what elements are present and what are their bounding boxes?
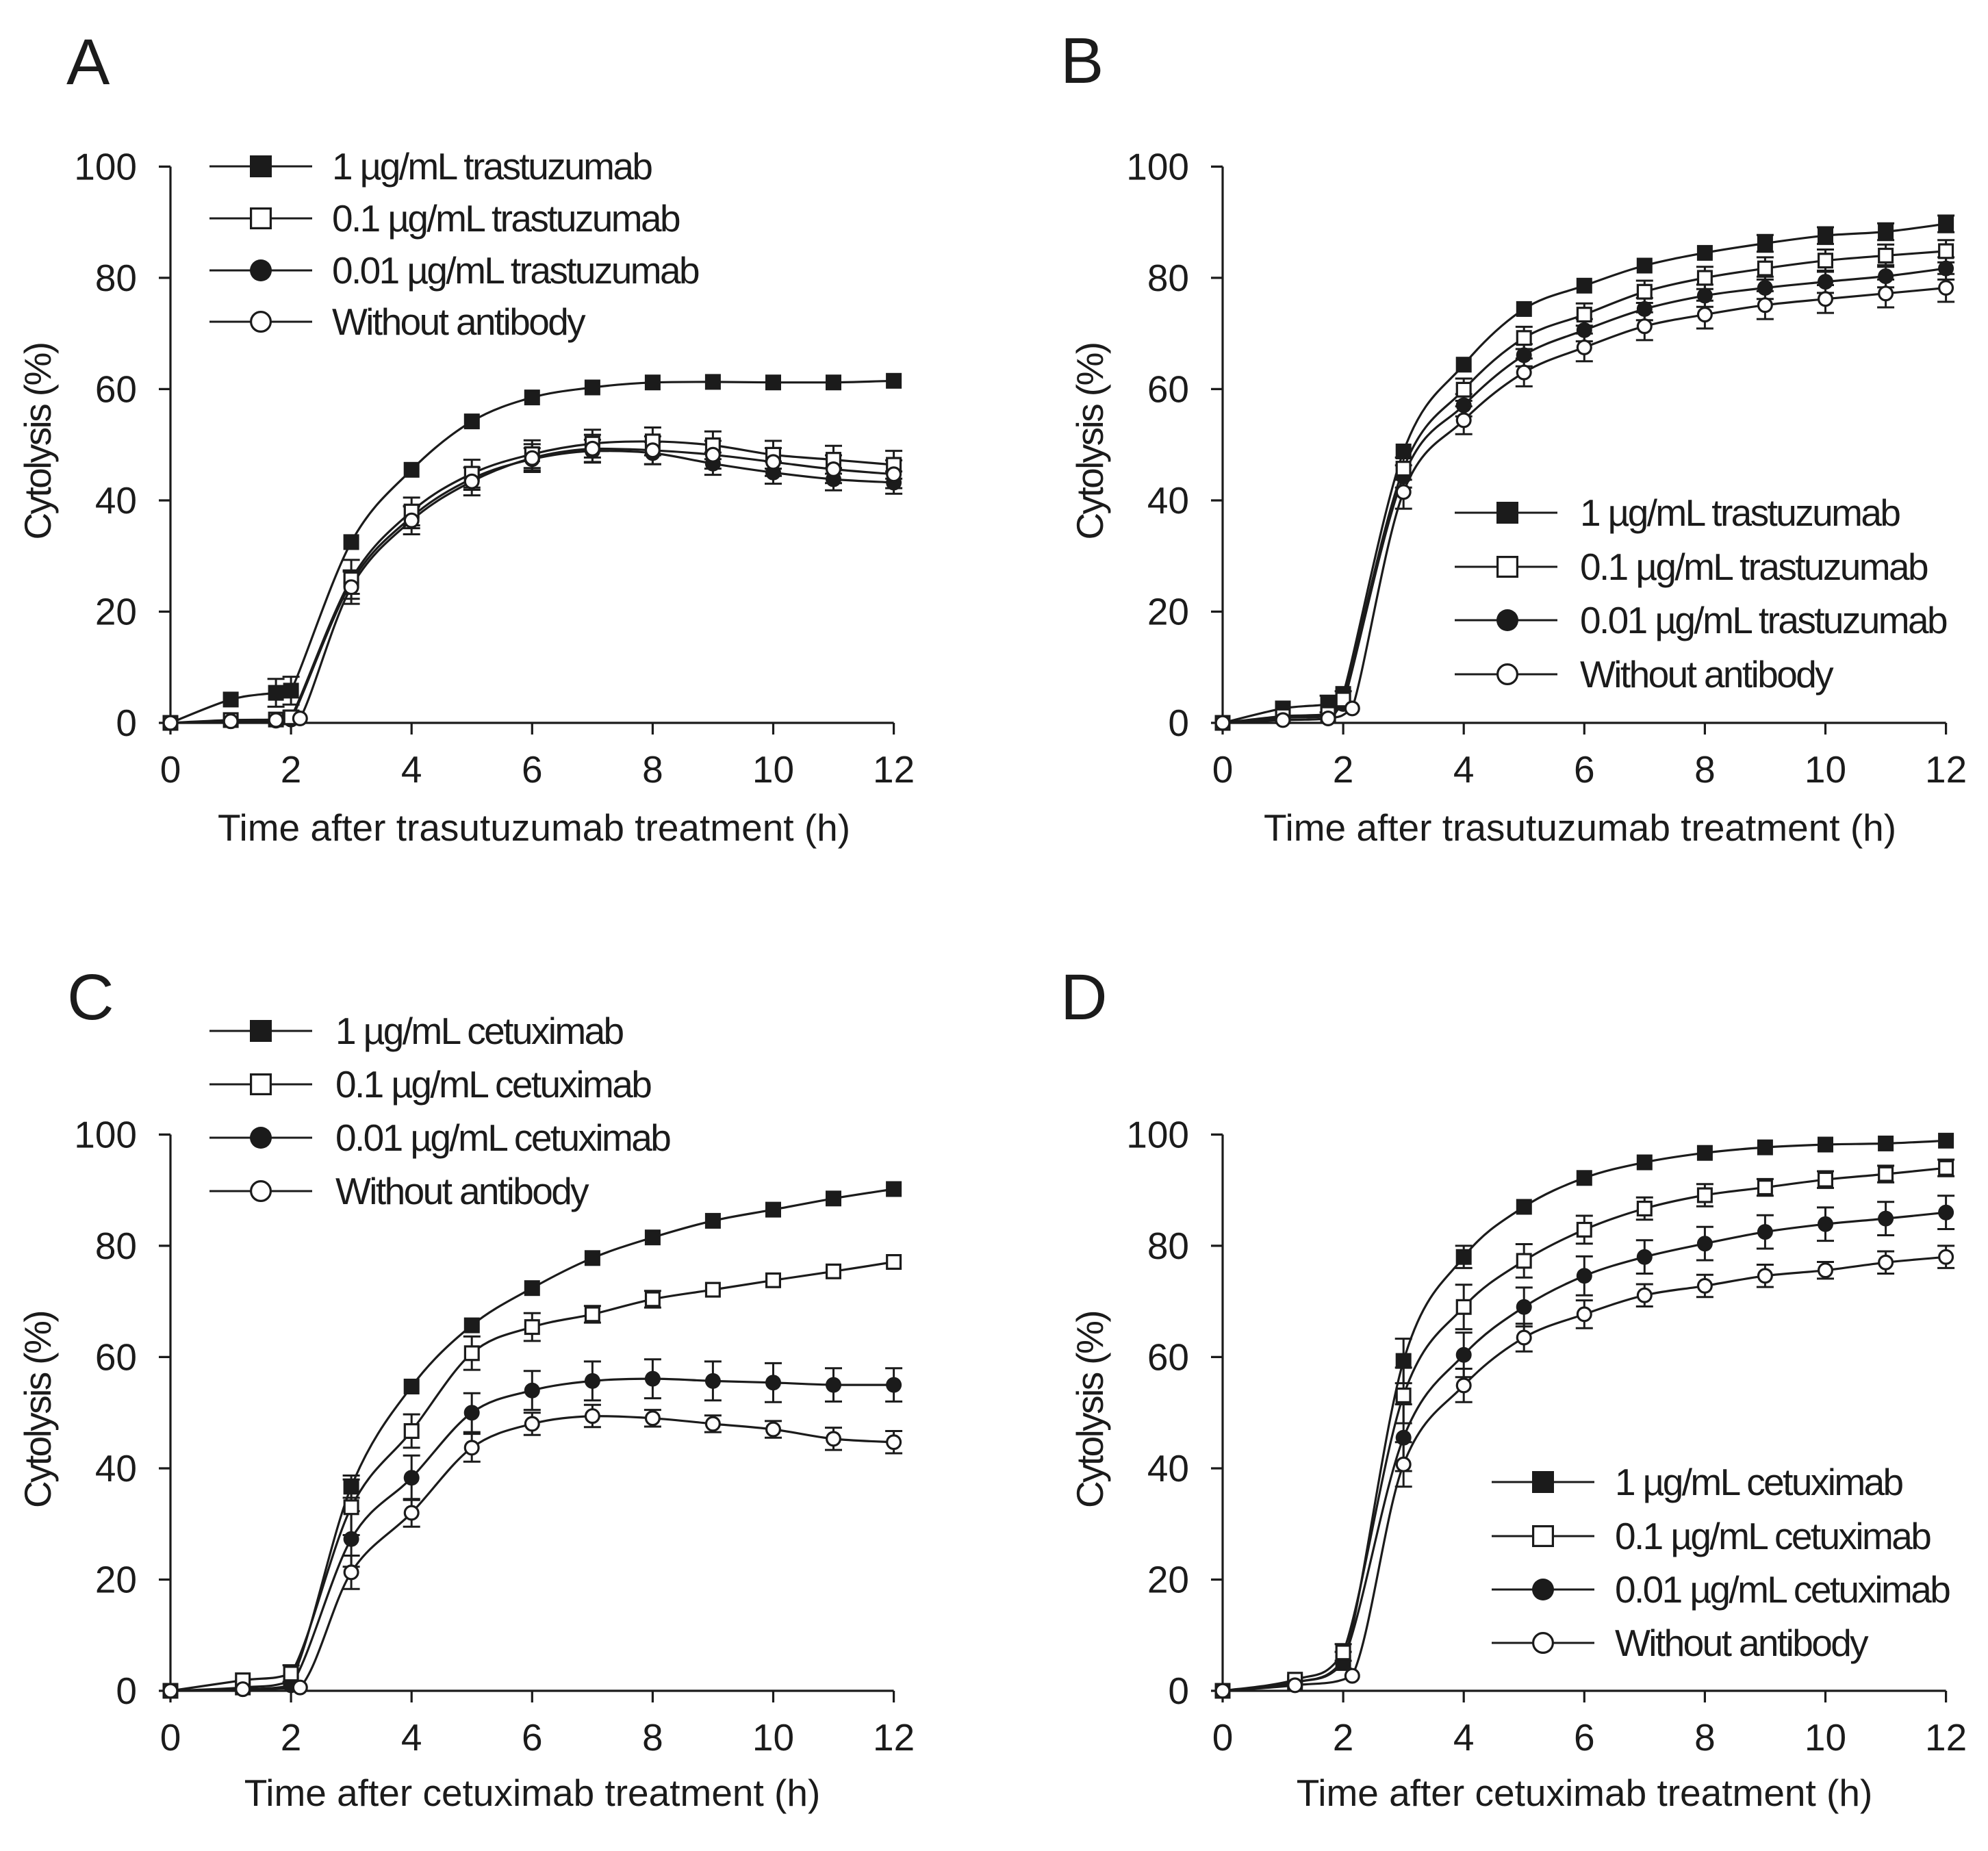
svg-text:0: 0 (1168, 702, 1189, 744)
svg-text:6: 6 (1574, 748, 1595, 791)
svg-text:0.01 µg/mL trastuzumab: 0.01 µg/mL trastuzumab (332, 249, 699, 292)
svg-text:20: 20 (1147, 1559, 1189, 1601)
svg-text:100: 100 (74, 145, 137, 188)
svg-text:80: 80 (1147, 257, 1189, 299)
svg-text:0.1 µg/mL cetuximab: 0.1 µg/mL cetuximab (1615, 1515, 1930, 1557)
svg-text:4: 4 (401, 748, 422, 791)
svg-text:0: 0 (1212, 1716, 1234, 1759)
svg-text:Cytolysis (%): Cytolysis (%) (1069, 343, 1111, 539)
svg-text:Cytolysis (%): Cytolysis (%) (1069, 1312, 1111, 1508)
svg-text:8: 8 (642, 1716, 663, 1759)
svg-text:20: 20 (95, 1559, 137, 1601)
svg-text:100: 100 (1126, 145, 1189, 188)
svg-text:Without antibody: Without antibody (332, 301, 586, 343)
svg-text:40: 40 (1147, 479, 1189, 522)
svg-text:60: 60 (95, 1336, 137, 1378)
svg-text:10: 10 (1805, 748, 1846, 791)
svg-text:60: 60 (95, 368, 137, 410)
svg-text:0: 0 (116, 702, 137, 744)
svg-text:6: 6 (1574, 1716, 1595, 1759)
svg-text:12: 12 (873, 1716, 915, 1759)
svg-text:80: 80 (95, 1225, 137, 1267)
svg-text:60: 60 (1147, 368, 1189, 410)
svg-text:Without antibody: Without antibody (335, 1170, 589, 1212)
svg-text:0.01 µg/mL trastuzumab: 0.01 µg/mL trastuzumab (1580, 599, 1947, 641)
svg-text:40: 40 (95, 1447, 137, 1490)
svg-text:8: 8 (1694, 1716, 1716, 1759)
svg-text:Cytolysis (%): Cytolysis (%) (16, 1312, 59, 1508)
svg-text:0.1 µg/mL cetuximab: 0.1 µg/mL cetuximab (335, 1063, 651, 1106)
svg-text:40: 40 (95, 479, 137, 522)
svg-text:8: 8 (642, 748, 663, 791)
svg-text:4: 4 (1453, 748, 1475, 791)
svg-text:Without antibody: Without antibody (1615, 1622, 1869, 1664)
svg-text:0.1 µg/mL trastuzumab: 0.1 µg/mL trastuzumab (332, 197, 680, 240)
svg-text:Time after cetuximab treatment: Time after cetuximab treatment (h) (1297, 1772, 1873, 1814)
svg-text:10: 10 (1805, 1716, 1846, 1759)
svg-text:20: 20 (1147, 591, 1189, 633)
svg-text:1 µg/mL trastuzumab: 1 µg/mL trastuzumab (332, 145, 652, 188)
svg-text:2: 2 (1333, 1716, 1354, 1759)
svg-text:10: 10 (752, 1716, 794, 1759)
svg-text:4: 4 (1453, 1716, 1475, 1759)
svg-text:12: 12 (873, 748, 915, 791)
svg-text:1 µg/mL cetuximab: 1 µg/mL cetuximab (335, 1010, 624, 1052)
svg-text:8: 8 (1694, 748, 1716, 791)
svg-text:80: 80 (1147, 1225, 1189, 1267)
svg-text:100: 100 (1126, 1113, 1189, 1156)
svg-text:0.1 µg/mL trastuzumab: 0.1 µg/mL trastuzumab (1580, 546, 1928, 588)
svg-text:Time after cetuximab treatment: Time after cetuximab treatment (h) (244, 1772, 821, 1814)
svg-text:Time after trasutuzumab treatm: Time after trasutuzumab treatment (h) (218, 806, 850, 849)
svg-text:B: B (1060, 25, 1104, 97)
svg-text:10: 10 (752, 748, 794, 791)
svg-text:0: 0 (1212, 748, 1234, 791)
svg-text:D: D (1060, 961, 1108, 1034)
svg-text:100: 100 (74, 1113, 137, 1156)
svg-text:0: 0 (1168, 1670, 1189, 1712)
svg-text:0: 0 (160, 1716, 181, 1759)
svg-text:Time after trasutuzumab treatm: Time after trasutuzumab treatment (h) (1264, 806, 1896, 849)
svg-text:0.01 µg/mL cetuximab: 0.01 µg/mL cetuximab (335, 1116, 670, 1159)
svg-text:2: 2 (281, 1716, 302, 1759)
svg-text:A: A (66, 26, 110, 99)
svg-text:2: 2 (281, 748, 302, 791)
svg-text:20: 20 (95, 591, 137, 633)
svg-text:0: 0 (160, 748, 181, 791)
svg-text:Cytolysis (%): Cytolysis (%) (16, 343, 59, 539)
svg-text:Without antibody: Without antibody (1580, 653, 1834, 695)
svg-text:6: 6 (522, 748, 543, 791)
svg-text:0.01 µg/mL cetuximab: 0.01 µg/mL cetuximab (1615, 1568, 1950, 1611)
svg-text:60: 60 (1147, 1336, 1189, 1378)
svg-text:C: C (67, 961, 114, 1034)
svg-text:6: 6 (522, 1716, 543, 1759)
svg-text:1 µg/mL cetuximab: 1 µg/mL cetuximab (1615, 1461, 1903, 1503)
svg-text:80: 80 (95, 257, 137, 299)
svg-text:12: 12 (1925, 748, 1967, 791)
svg-text:0: 0 (116, 1670, 137, 1712)
svg-text:1 µg/mL trastuzumab: 1 µg/mL trastuzumab (1580, 492, 1900, 534)
svg-text:2: 2 (1333, 748, 1354, 791)
svg-text:40: 40 (1147, 1447, 1189, 1490)
svg-text:12: 12 (1925, 1716, 1967, 1759)
svg-text:4: 4 (401, 1716, 422, 1759)
